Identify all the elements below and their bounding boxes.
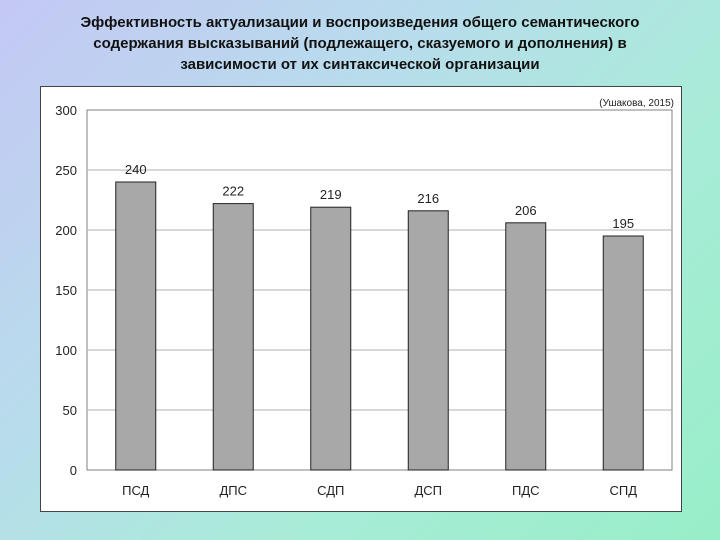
bar xyxy=(310,206,352,471)
x-tick-label: ПДС xyxy=(512,483,540,498)
bar-value-label: 206 xyxy=(515,203,537,218)
slide-title-line-3: зависимости от их синтаксической организ… xyxy=(180,56,540,73)
bar-value-label: 219 xyxy=(320,187,342,202)
x-tick-label: СПД xyxy=(609,483,637,498)
y-tick-label: 300 xyxy=(55,103,77,118)
bar-chart: 0 50 100 150 200 250 300 240 222 219 216 206 195 ПС… xyxy=(55,98,674,498)
y-tick-label: 0 xyxy=(70,463,77,478)
bar xyxy=(505,222,547,471)
bars xyxy=(115,181,644,471)
x-tick-label: ПСД xyxy=(122,483,149,498)
bar xyxy=(602,235,644,471)
y-tick-label: 100 xyxy=(55,343,77,358)
bar-value-label: 240 xyxy=(125,162,147,177)
bar-value-label: 222 xyxy=(222,184,244,199)
bar-value-label: 195 xyxy=(612,216,634,231)
y-tick-label: 50 xyxy=(63,403,77,418)
bar xyxy=(407,210,449,471)
y-tick-label: 150 xyxy=(55,283,77,298)
source-annotation: (Ушакова, 2015) xyxy=(599,98,674,109)
x-tick-label: ДСП xyxy=(414,483,442,498)
chart-frame: 0 50 100 150 200 250 300 240 222 219 216 206 195 ПС… xyxy=(40,86,682,512)
bar xyxy=(115,181,157,471)
y-tick-label: 200 xyxy=(55,223,77,238)
gridlines xyxy=(87,169,672,411)
slide-title-line-1: Эффективность актуализации и воспроизвед… xyxy=(80,14,640,31)
y-axis-ticks: 0 50 100 150 200 250 300 xyxy=(55,103,77,478)
bar-value-label: 216 xyxy=(417,191,439,206)
x-tick-label: ДПС xyxy=(219,483,247,498)
x-tick-label: СДП xyxy=(317,483,344,498)
value-labels: 240 222 219 216 206 195 xyxy=(125,162,634,231)
slide-title-line-2: содержания высказываний (подлежащего, ск… xyxy=(93,35,627,52)
slide-title: Эффективность актуализации и воспроизвед… xyxy=(20,12,700,75)
x-axis-ticks: ПСД ДПС СДП ДСП ПДС СПД xyxy=(122,483,637,498)
y-tick-label: 250 xyxy=(55,163,77,178)
bar xyxy=(212,203,254,471)
